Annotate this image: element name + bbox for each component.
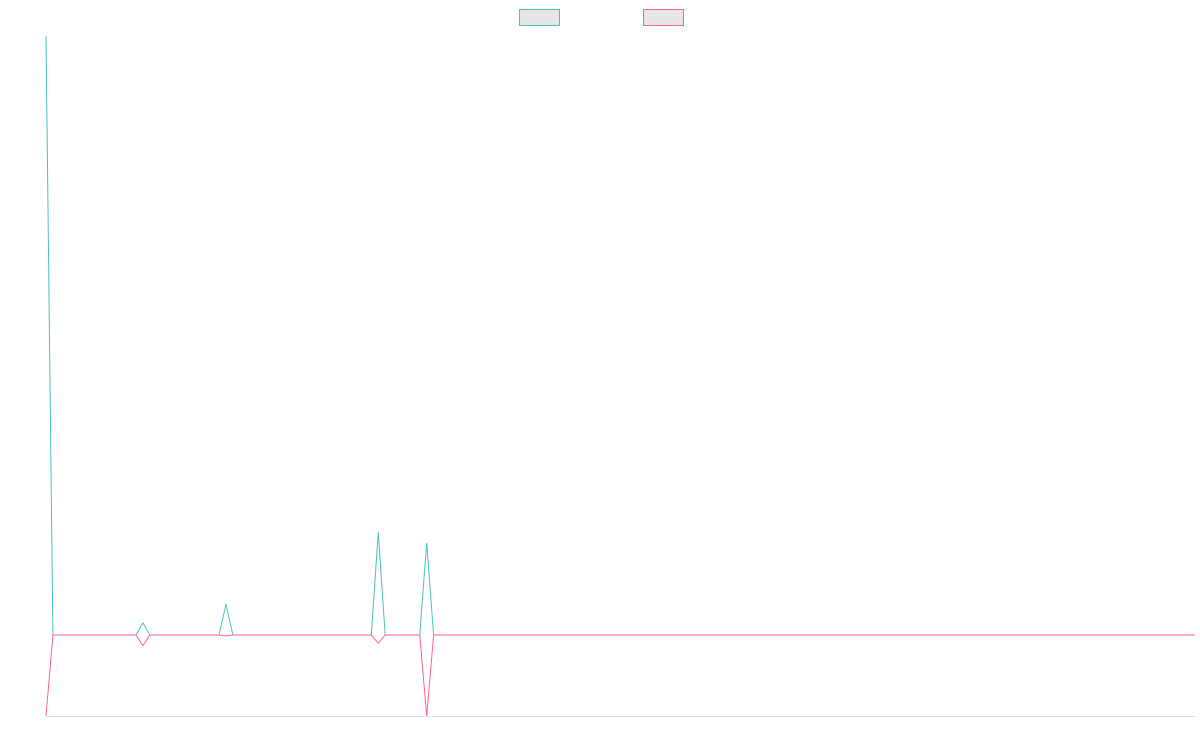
legend-swatch-1[interactable] [519, 9, 560, 26]
series-line-2 [45, 634, 1195, 717]
series-line-1 [45, 35, 1195, 636]
series-layer [45, 35, 1195, 717]
legend [519, 9, 684, 26]
legend-swatch-2[interactable] [643, 9, 684, 26]
